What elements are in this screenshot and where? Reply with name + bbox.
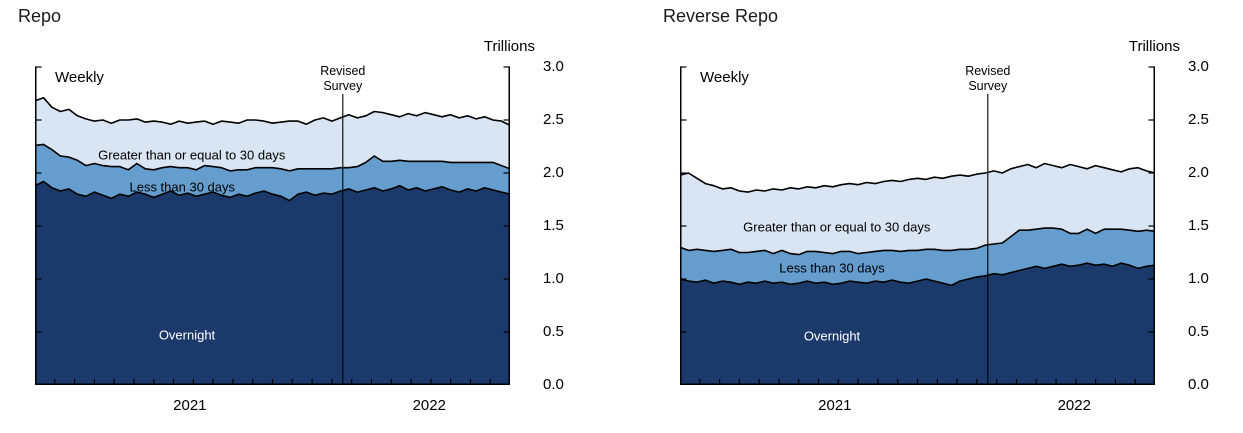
y-tick-label: 2.5 [543, 111, 564, 128]
x-year-label: 2022 [1057, 397, 1091, 414]
frequency-label: Weekly [700, 69, 749, 86]
y-tick-label: 0.0 [1188, 376, 1209, 393]
y-tick-label: 1.0 [543, 270, 564, 287]
reverse-repo-chart-figure: Reverse Repo Trillions Weekly 3.0 2.5 2.0 1… [645, 0, 1243, 433]
area-bands [35, 97, 510, 385]
plot-area [679, 66, 1156, 385]
y-tick-label: 1.0 [1188, 270, 1209, 287]
band-0 [680, 263, 1155, 385]
frequency-label: Weekly [55, 69, 104, 86]
x-year-label: 2021 [818, 397, 852, 414]
axis-ticks [35, 66, 510, 385]
band-outlines [34, 96, 511, 202]
chart-title: Repo [18, 6, 62, 26]
revised-survey-annotation: Revised Survey [958, 64, 1017, 94]
band-2 [680, 163, 1155, 255]
stacked-area-chart [34, 66, 511, 385]
band-outlines [679, 162, 1156, 287]
y-tick-label: 0.5 [543, 323, 564, 340]
band-2 [35, 97, 510, 171]
y-tick-label: 0.0 [543, 376, 564, 393]
y-tick-label: 3.0 [543, 58, 564, 75]
y-tick-label: 2.0 [1188, 164, 1209, 181]
y-tick-label: 2.5 [1188, 111, 1209, 128]
chart-title: Reverse Repo [663, 6, 779, 26]
y-tick-label: 2.0 [543, 164, 564, 181]
band-1 [680, 228, 1155, 286]
stacked-area-chart [679, 66, 1156, 385]
y-tick-label: 0.5 [1188, 323, 1209, 340]
y-axis-unit-label: Trillions [1128, 38, 1180, 55]
revised-survey-annotation: Revised Survey [313, 64, 372, 94]
band-1 [35, 144, 510, 201]
x-year-label: 2022 [412, 397, 446, 414]
axis-ticks [680, 66, 1155, 385]
y-tick-label: 3.0 [1188, 58, 1209, 75]
area-bands [680, 163, 1155, 385]
y-tick-label: 1.5 [1188, 217, 1209, 234]
band-0 [35, 181, 510, 385]
y-tick-label: 1.5 [543, 217, 564, 234]
plot-area [34, 66, 511, 385]
repo-chart-figure: Repo Trillions Weekly 3.0 2.5 2.0 1.5 1.0 0.5… [0, 0, 598, 433]
x-year-label: 2021 [173, 397, 207, 414]
y-axis-unit-label: Trillions [483, 38, 535, 55]
